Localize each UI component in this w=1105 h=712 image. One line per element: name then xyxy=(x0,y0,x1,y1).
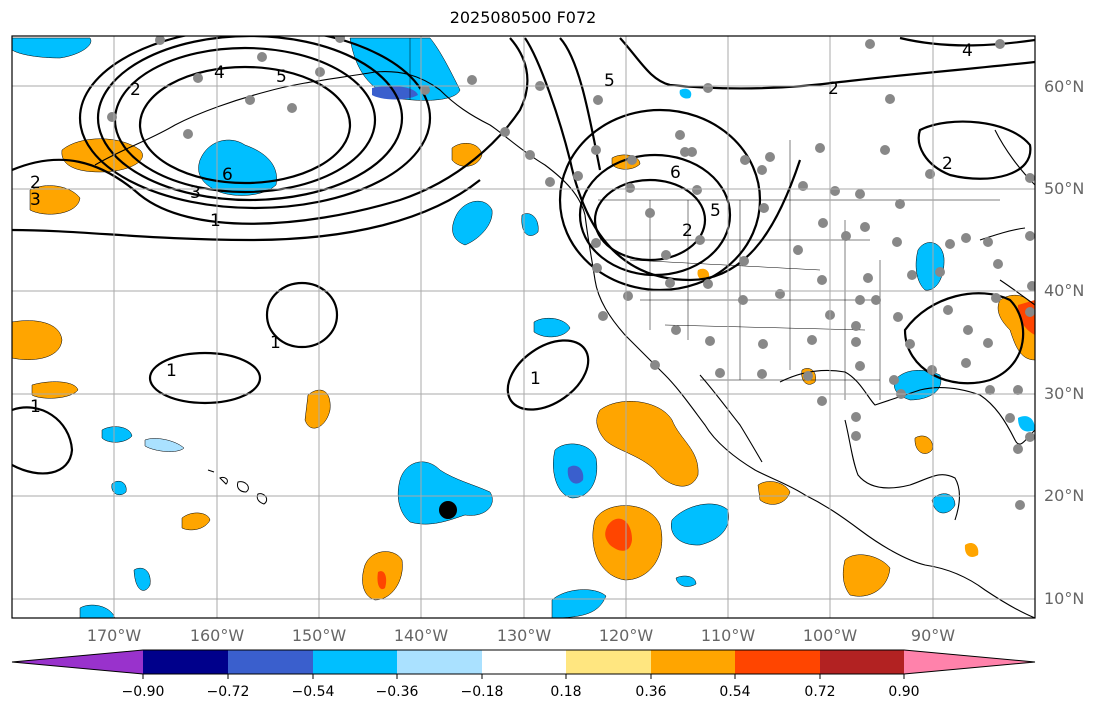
colorbar-max-extension xyxy=(904,650,1035,674)
lat-label: 50°N xyxy=(1044,179,1084,198)
contour-label: 1 xyxy=(530,369,541,389)
contour-label: 4 xyxy=(962,41,973,61)
contour-label: 1 xyxy=(30,397,41,417)
colorbar-tick-label: −0.72 xyxy=(193,684,263,700)
colorbar-min-extension xyxy=(12,650,143,674)
lat-label: 30°N xyxy=(1044,384,1084,403)
storm-marker xyxy=(439,501,457,519)
contour-label: 2 xyxy=(828,79,839,99)
contour-label: 5 xyxy=(604,71,615,91)
colorbar-bin xyxy=(820,650,904,674)
lon-label: 160°W xyxy=(177,626,257,645)
colorbar-bin xyxy=(566,650,651,674)
colorbar-tick-label: 0.54 xyxy=(700,684,770,700)
colorbar-tick-label: −0.18 xyxy=(447,684,517,700)
lat-label: 20°N xyxy=(1044,486,1084,505)
contour-label: 5 xyxy=(710,201,721,221)
lon-label: 130°W xyxy=(484,626,564,645)
colorbar-bin xyxy=(735,650,820,674)
contour-label: 3 xyxy=(30,190,41,210)
colorbar-tick-label: 0.90 xyxy=(869,684,939,700)
colorbar-bin xyxy=(397,650,482,674)
lat-label: 40°N xyxy=(1044,281,1084,300)
contour-label: 1 xyxy=(166,361,177,381)
colorbar-tick-label: 0.72 xyxy=(785,684,855,700)
colorbar-bin xyxy=(482,650,566,674)
lon-label: 100°W xyxy=(790,626,870,645)
lon-label: 170°W xyxy=(74,626,154,645)
colorbar-tick-label: −0.36 xyxy=(362,684,432,700)
contour-label: 1 xyxy=(270,333,281,353)
colorbar-bin xyxy=(313,650,397,674)
contour-label: 3 xyxy=(190,183,201,203)
contour-label: 2 xyxy=(682,221,693,241)
lon-label: 110°W xyxy=(688,626,768,645)
lat-label: 60°N xyxy=(1044,77,1084,96)
colorbar-tick-label: −0.54 xyxy=(278,684,348,700)
lon-label: 140°W xyxy=(381,626,461,645)
colorbar-tick-label: 0.18 xyxy=(531,684,601,700)
colorbar-bin xyxy=(651,650,735,674)
contour-label: 6 xyxy=(222,165,233,185)
contour-label: 2 xyxy=(130,80,141,100)
colorbar-tick-label: 0.36 xyxy=(616,684,686,700)
colorbar-bin xyxy=(228,650,313,674)
lat-label: 10°N xyxy=(1044,589,1084,608)
contour-label: 6 xyxy=(670,163,681,183)
contour-label: 5 xyxy=(276,67,287,87)
colorbar xyxy=(12,650,1035,679)
colorbar-bin xyxy=(143,650,228,674)
contour-label: 4 xyxy=(214,63,225,83)
lon-label: 120°W xyxy=(586,626,666,645)
colorbar-tick-label: −0.90 xyxy=(108,684,178,700)
contour-label: 2 xyxy=(942,154,953,174)
contour-label: 1 xyxy=(210,211,221,231)
lon-label: 90°W xyxy=(893,626,973,645)
lon-label: 150°W xyxy=(279,626,359,645)
map-canvas: 4 5 2 6 3 1 2 5 6 5 4 2 2 3 1 1 1 1 2 xyxy=(0,0,1105,712)
